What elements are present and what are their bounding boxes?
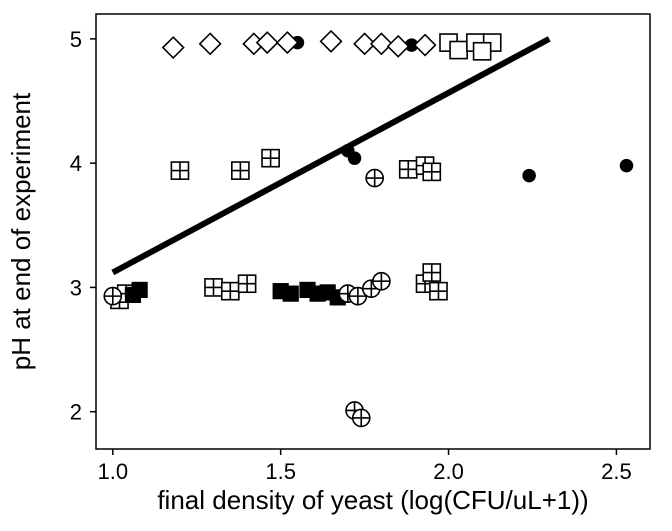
data-point [474,43,491,60]
data-point [222,283,239,300]
data-point [262,150,279,167]
data-point [423,264,440,281]
y-tick-label: 5 [70,27,82,52]
y-tick-label: 2 [70,400,82,425]
data-point [205,279,222,296]
data-point [366,170,383,187]
data-point [348,151,362,165]
data-point [373,273,390,290]
data-point [430,283,447,300]
x-tick-label: 2.0 [433,459,464,484]
y-tick-label: 3 [70,275,82,300]
data-point [400,161,417,178]
data-point [283,286,299,302]
data-point [423,163,440,180]
data-point [171,162,188,179]
data-point [132,282,148,298]
x-axis-label: final density of yeast (log(CFU/uL+1)) [157,485,588,515]
x-tick-label: 2.5 [601,459,632,484]
data-point [450,41,467,58]
data-point [239,275,256,292]
y-axis-label: pH at end of experiment [6,92,36,370]
data-point [620,159,634,173]
data-point [353,409,370,426]
data-point [104,288,121,305]
data-point [522,169,536,183]
x-tick-label: 1.5 [265,459,296,484]
scatter-chart: 1.0 1.5 2.0 2.5 2 3 4 5 final density of yeast (… [0,0,672,531]
data-point [232,162,249,179]
y-tick-label: 4 [70,151,82,176]
x-tick-label: 1.0 [97,459,128,484]
